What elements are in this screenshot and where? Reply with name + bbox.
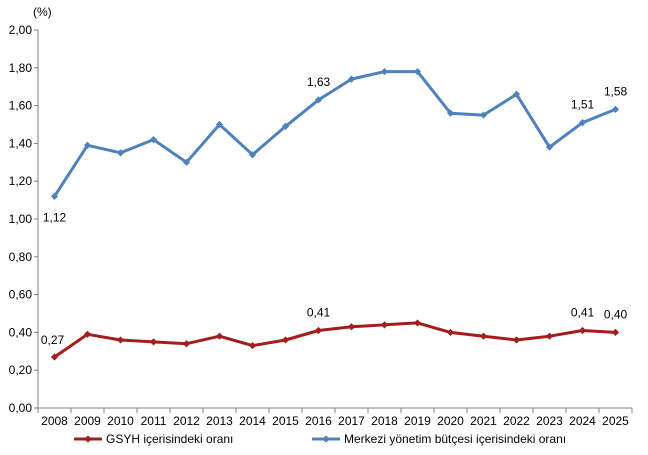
legend-swatch-marker: [322, 435, 330, 443]
x-tick-label: 2009: [74, 414, 101, 428]
data-point-marker: [347, 323, 356, 331]
data-label: 1,63: [307, 75, 331, 89]
x-tick-label: 2013: [206, 414, 233, 428]
x-tick-label: 2020: [437, 414, 464, 428]
x-tick-label: 2025: [602, 414, 629, 428]
x-tick-label: 2012: [173, 414, 200, 428]
data-point-marker: [611, 328, 620, 336]
legend-label: GSYH içerisindeki oranı: [106, 432, 233, 446]
x-tick-label: 2010: [107, 414, 134, 428]
y-tick-label: 0,60: [9, 288, 33, 302]
y-tick-label: 0,00: [9, 401, 33, 415]
data-point-marker: [83, 141, 92, 149]
y-tick-label: 0,80: [9, 250, 33, 264]
data-point-marker: [116, 336, 125, 344]
data-point-marker: [578, 119, 587, 127]
data-point-marker: [50, 353, 59, 361]
x-tick-label: 2017: [338, 414, 365, 428]
data-point-marker: [182, 158, 191, 166]
data-point-marker: [149, 338, 158, 346]
x-axis-ticks: 2008 2009 2010 2011 2012 2013 2014 2015 2016 2017…: [37, 408, 633, 428]
data-point-marker: [413, 319, 422, 327]
data-point-marker: [545, 143, 554, 151]
data-point-marker: [413, 67, 422, 76]
data-point-marker: [116, 149, 125, 157]
x-tick-label: 2014: [239, 414, 266, 428]
data-point-marker: [479, 332, 488, 340]
data-point-marker: [215, 120, 224, 129]
data-label: 0,41: [571, 306, 595, 320]
y-tick-label: 0,40: [9, 325, 33, 339]
x-tick-label: 2024: [569, 414, 596, 428]
legend-swatch-marker: [84, 435, 92, 443]
y-tick-label: 1,80: [9, 61, 33, 75]
data-point-marker: [83, 330, 92, 338]
data-point-marker: [512, 336, 521, 344]
data-point-marker: [314, 96, 323, 104]
x-tick-label: 2015: [272, 414, 299, 428]
x-tick-label: 2016: [305, 414, 332, 428]
data-label: 1,12: [43, 210, 67, 224]
series-1: [50, 67, 620, 200]
x-tick-label: 2008: [41, 414, 68, 428]
legend-label: Merkezi yönetim bütçesi içerisindeki ora…: [344, 432, 566, 446]
y-tick-label: 1,20: [9, 174, 33, 188]
data-label: 0,40: [604, 307, 628, 321]
data-point-marker: [314, 326, 323, 335]
data-point-marker: [611, 105, 620, 113]
x-tick-label: 2011: [141, 414, 167, 428]
data-point-marker: [281, 122, 290, 130]
data-point-marker: [50, 192, 59, 200]
x-tick-label: 2023: [536, 414, 563, 428]
y-tick-label: 2,00: [9, 23, 33, 37]
y-tick-label: 1,60: [9, 99, 33, 113]
y-tick-label: 1,00: [9, 212, 33, 226]
data-point-marker: [380, 321, 389, 329]
data-point-marker: [347, 75, 356, 83]
series-layer: [50, 67, 620, 361]
series-line: [53, 321, 617, 359]
data-label: 1,58: [604, 84, 628, 98]
y-tick-label: 0,20: [9, 363, 33, 377]
data-label: 0,27: [41, 333, 65, 347]
data-point-marker: [578, 326, 587, 335]
y-axis-unit: (%): [33, 5, 52, 19]
data-point-marker: [446, 328, 455, 336]
data-label: 0,41: [307, 306, 331, 320]
data-label: 1,51: [571, 98, 595, 112]
y-axis-ticks: 0,00 0,20 0,40 0,60 0,80 1,00 1,20 1,40 1,60 1,80…: [9, 23, 38, 415]
series-0: [50, 319, 620, 361]
data-point-marker: [182, 340, 191, 348]
data-point-marker: [479, 111, 488, 119]
legend-item-1: Merkezi yönetim bütçesi içerisindeki ora…: [312, 432, 566, 446]
data-point-marker: [149, 136, 158, 144]
series-line: [53, 70, 617, 198]
x-tick-label: 2018: [371, 414, 398, 428]
data-point-marker: [512, 90, 521, 98]
legend: GSYH içerisindeki oranı Merkezi yönetim b…: [74, 432, 566, 446]
x-tick-label: 2022: [503, 414, 530, 428]
data-labels: 0,27 0,41 0,41 0,40 1,12 1,63 1,51 1,58: [41, 75, 628, 347]
x-tick-label: 2021: [470, 414, 497, 428]
x-tick-label: 2019: [404, 414, 431, 428]
y-tick-label: 1,40: [9, 136, 33, 150]
data-point-marker: [545, 332, 554, 340]
data-point-marker: [215, 332, 224, 340]
data-point-marker: [248, 151, 257, 159]
data-point-marker: [248, 342, 257, 350]
data-point-marker: [446, 109, 455, 117]
legend-item-0: GSYH içerisindeki oranı: [74, 432, 233, 446]
data-point-marker: [380, 67, 389, 76]
data-point-marker: [281, 336, 290, 344]
